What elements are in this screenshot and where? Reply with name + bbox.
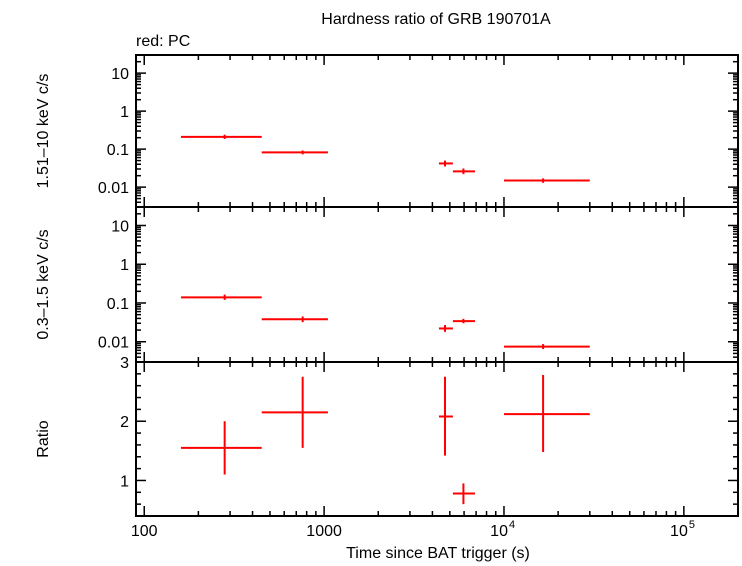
y-tick-label: 1 — [120, 473, 129, 490]
data-point — [180, 421, 262, 475]
data-point — [452, 318, 475, 324]
panel-ratio: 3 2 1 Ratio — [35, 355, 739, 517]
chart-title: Hardness ratio of GRB 190701A — [321, 11, 551, 28]
panel-frame — [135, 361, 739, 517]
x-tick-exponent: 4 — [509, 519, 515, 531]
x-tick-label: 10 — [670, 523, 688, 540]
data-point — [261, 316, 328, 323]
data-point — [503, 375, 590, 453]
data-point — [452, 483, 475, 505]
y-tick-label: 3 — [120, 355, 129, 372]
data-point — [180, 134, 262, 139]
y-axis-label: 1.51–10 keV c/s — [35, 74, 52, 189]
panel-soft: 10 1 0.1 0.01 0.3–1.5 keV c/s — [35, 206, 739, 363]
x-axis-label: Time since BAT trigger (s) — [346, 545, 530, 562]
data-point — [438, 325, 453, 332]
y-tick-label: 0.1 — [107, 142, 129, 159]
x-tick-label: 1000 — [306, 523, 342, 540]
panel-frame — [135, 54, 739, 208]
data-point — [438, 160, 453, 167]
panel-frame — [135, 206, 739, 363]
x-tick-label: 10 — [490, 523, 508, 540]
y-tick-label: 10 — [111, 218, 129, 235]
y-tick-label: 0.01 — [98, 180, 129, 197]
data-point — [452, 168, 475, 175]
data-point — [438, 376, 453, 456]
panel-hard: 10 1 0.1 0.01 1.51–10 keV c/s — [35, 54, 739, 208]
plot-area: 10 1 0.1 0.01 1.51–10 keV c/s 10 1 0.1 0.01 0.3–1… — [35, 54, 739, 540]
legend-label: red: PC — [136, 33, 190, 50]
data-point — [261, 376, 328, 448]
y-tick-label: 10 — [111, 66, 129, 83]
y-tick-label: 0.01 — [98, 335, 129, 352]
y-tick-label: 1 — [120, 104, 129, 121]
data-point — [180, 294, 262, 300]
y-tick-label: 0.1 — [107, 296, 129, 313]
y-axis-label: Ratio — [35, 420, 52, 457]
y-axis-label: 0.3–1.5 keV c/s — [35, 229, 52, 339]
y-tick-label: 2 — [120, 414, 129, 431]
y-tick-label: 1 — [120, 257, 129, 274]
data-point — [503, 178, 590, 183]
data-point — [261, 150, 328, 155]
data-point — [503, 344, 590, 349]
x-tick-exponent: 5 — [689, 519, 695, 531]
x-tick-label: 100 — [131, 523, 158, 540]
